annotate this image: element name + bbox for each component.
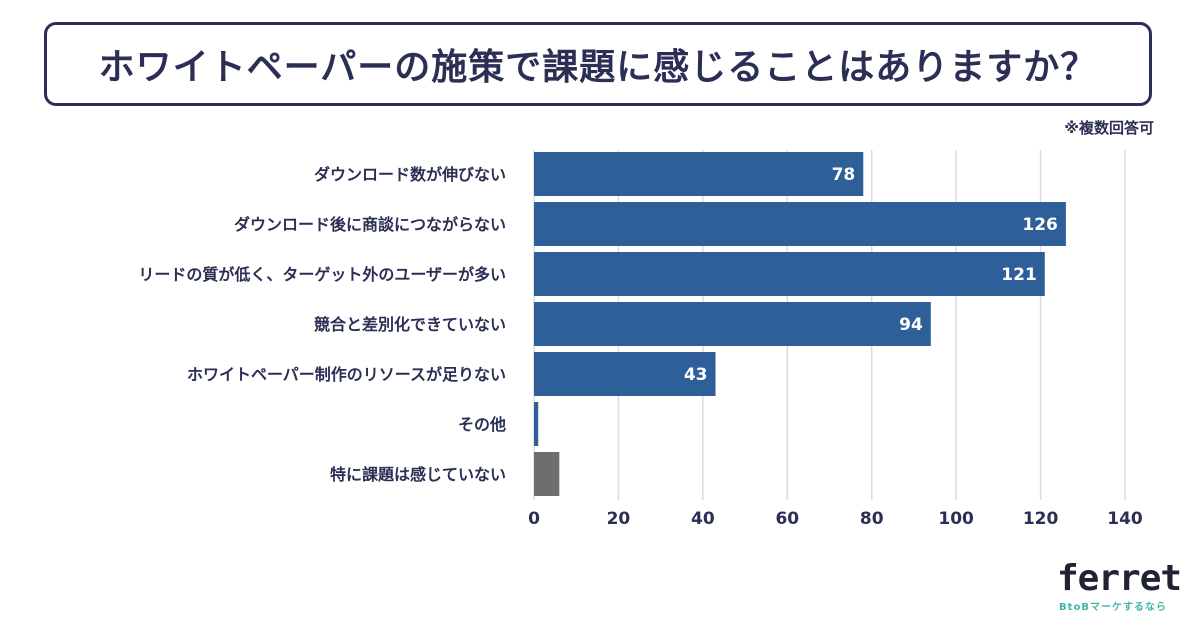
x-tick-label: 120	[1023, 509, 1059, 529]
category-label: リードの質が低く、ターゲット外のユーザーが多い	[138, 265, 506, 284]
ferret-logo: ferret BtoBマーケするなら	[1057, 558, 1182, 614]
data-label: 78	[832, 165, 856, 185]
bar	[534, 402, 539, 446]
x-tick-label: 100	[938, 509, 974, 529]
data-label: 94	[899, 315, 923, 335]
logo-wordmark: ferret	[1057, 558, 1182, 599]
bar	[534, 152, 864, 196]
category-label: ダウンロード数が伸びない	[314, 165, 506, 184]
multiple-answers-note: ※複数回答可	[1064, 119, 1154, 137]
x-tick-label: 40	[691, 509, 715, 529]
logo-tagline: BtoBマーケするなら	[1059, 602, 1167, 613]
bar	[534, 302, 931, 346]
x-tick-label: 80	[860, 509, 884, 529]
chart-title: ホワイトペーパーの施策で課題に感じることはありますか？	[98, 47, 1098, 88]
category-label: 競合と差別化できていない	[314, 315, 506, 334]
data-label: 43	[684, 365, 708, 385]
data-label: 121	[1001, 265, 1037, 285]
category-label: その他	[458, 415, 506, 434]
data-label: 126	[1022, 215, 1058, 235]
bar	[534, 202, 1066, 246]
chart-title-box: ホワイトペーパーの施策で課題に感じることはありますか？	[44, 22, 1152, 106]
x-tick-label: 60	[775, 509, 799, 529]
bar	[534, 452, 560, 496]
x-tick-label: 140	[1107, 509, 1143, 529]
bar	[534, 252, 1045, 296]
category-label: ダウンロード後に商談につながらない	[234, 215, 506, 234]
category-label: ホワイトペーパー制作のリソースが足りない	[187, 365, 506, 384]
bar	[534, 352, 716, 396]
x-tick-label: 0	[528, 509, 540, 529]
x-tick-label: 20	[607, 509, 631, 529]
category-label: 特に課題は感じていない	[330, 465, 506, 484]
